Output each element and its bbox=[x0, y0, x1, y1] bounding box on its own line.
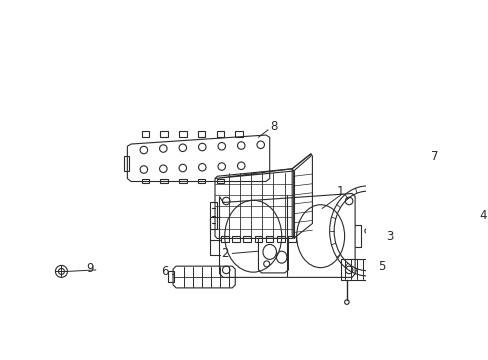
Bar bbox=[197, 179, 205, 183]
Bar bbox=[160, 131, 167, 137]
Text: 8: 8 bbox=[269, 120, 277, 132]
Bar bbox=[142, 131, 149, 137]
Bar bbox=[142, 179, 149, 183]
Text: 2: 2 bbox=[221, 247, 228, 260]
Bar bbox=[197, 131, 205, 137]
Bar bbox=[288, 236, 295, 242]
Text: 9: 9 bbox=[86, 262, 94, 275]
Bar bbox=[221, 236, 228, 242]
Bar bbox=[232, 236, 239, 242]
Bar bbox=[243, 236, 250, 242]
Text: 3: 3 bbox=[385, 230, 392, 243]
Bar bbox=[160, 179, 167, 183]
Bar bbox=[167, 271, 173, 282]
Text: 5: 5 bbox=[378, 260, 385, 273]
Bar bbox=[235, 131, 242, 137]
Bar bbox=[340, 259, 370, 280]
Bar bbox=[216, 179, 224, 183]
Text: 4: 4 bbox=[479, 210, 486, 222]
Text: 7: 7 bbox=[430, 149, 437, 162]
Bar bbox=[209, 202, 217, 229]
Bar bbox=[254, 236, 262, 242]
Bar bbox=[216, 131, 224, 137]
Bar bbox=[179, 179, 186, 183]
Text: 6: 6 bbox=[161, 265, 168, 278]
Bar bbox=[179, 131, 186, 137]
Bar bbox=[277, 236, 284, 242]
Text: 1: 1 bbox=[336, 185, 344, 198]
Bar bbox=[265, 236, 273, 242]
